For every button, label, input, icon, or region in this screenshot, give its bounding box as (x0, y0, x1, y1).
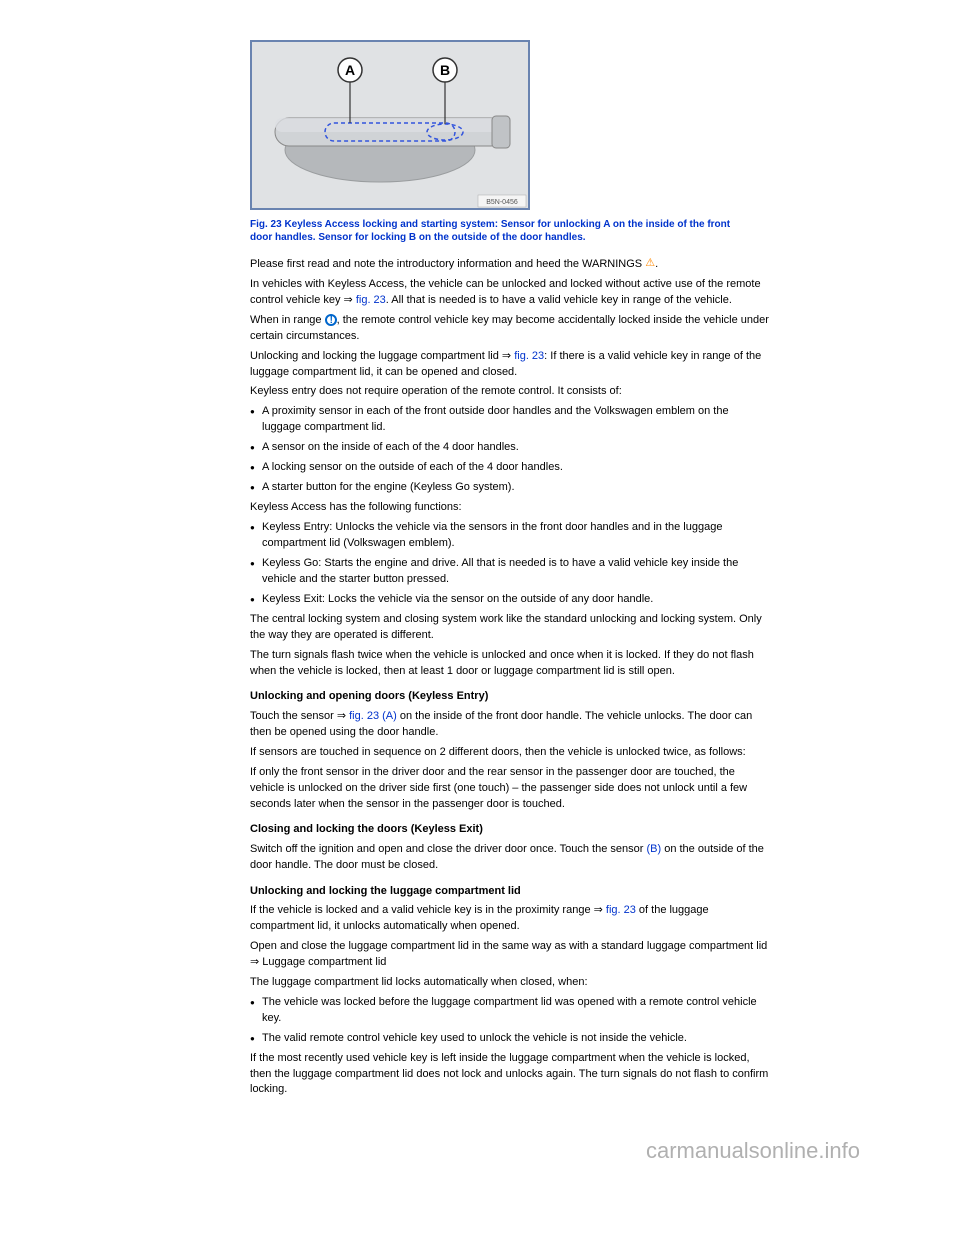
unlock-p1: Touch the sensor ⇒ fig. 23 (A) on the in… (250, 709, 770, 741)
lock-p1: Switch off the ignition and open and clo… (250, 842, 770, 874)
luggage-p1: If the vehicle is locked and a valid veh… (250, 903, 770, 935)
figure-23: A B B5N-0456 (250, 40, 860, 210)
figure-caption: Fig. 23 Keyless Access locking and start… (250, 218, 750, 244)
intro-p8: The turn signals flash twice when the ve… (250, 648, 770, 680)
intro-p5: Keyless entry does not require operation… (250, 384, 770, 400)
list-item: The valid remote control vehicle key use… (250, 1031, 770, 1047)
intro-p2: In vehicles with Keyless Access, the veh… (250, 277, 770, 309)
svg-text:A: A (345, 62, 355, 78)
door-handle-illustration: A B B5N-0456 (250, 40, 530, 210)
functions-list: Keyless Entry: Unlocks the vehicle via t… (250, 520, 860, 608)
svg-text:B: B (440, 62, 450, 78)
unlock-title: Unlocking and opening doors (Keyless Ent… (250, 689, 860, 704)
info-icon (325, 314, 337, 326)
intro-p7: The central locking system and closing s… (250, 612, 770, 644)
list-item: A sensor on the inside of each of the 4 … (250, 440, 770, 456)
fig-23-link-2[interactable]: fig. 23 (514, 350, 544, 362)
list-item: A locking sensor on the outside of each … (250, 460, 770, 476)
intro-p3-prefix: When in range (250, 314, 325, 326)
warning-icon: ⚠ (645, 256, 655, 272)
components-list: A proximity sensor in each of the front … (250, 404, 860, 496)
luggage-list: The vehicle was locked before the luggag… (250, 995, 860, 1047)
intro-section: Please first read and note the introduct… (250, 256, 860, 679)
intro-p1-suffix: . (655, 258, 658, 270)
lock-p1-a: Switch off the ignition and open and clo… (250, 843, 646, 855)
intro-p1-text: Please first read and note the introduct… (250, 258, 642, 270)
luggage-p2: Open and close the luggage compartment l… (250, 939, 770, 971)
intro-p2-b: . All that is needed is to have a valid … (386, 294, 732, 306)
footer-watermark: carmanualsonline.info (646, 1136, 860, 1167)
unlock-p1-a: Touch the sensor ⇒ (250, 710, 349, 722)
lock-section: Closing and locking the doors (Keyless E… (250, 822, 860, 873)
sensor-b-link[interactable]: (B) (646, 843, 661, 855)
luggage-title: Unlocking and locking the luggage compar… (250, 884, 860, 899)
fig-23-a-link[interactable]: fig. 23 (A) (349, 710, 397, 722)
intro-p4-a: Unlocking and locking the luggage compar… (250, 350, 514, 362)
unlock-p2: If sensors are touched in sequence on 2 … (250, 745, 770, 761)
list-item: Keyless Entry: Unlocks the vehicle via t… (250, 520, 770, 552)
svg-text:B5N-0456: B5N-0456 (486, 199, 518, 206)
intro-p6: Keyless Access has the following functio… (250, 500, 770, 516)
list-item: The vehicle was locked before the luggag… (250, 995, 770, 1027)
intro-p1: Please first read and note the introduct… (250, 256, 770, 273)
unlock-p3: If only the front sensor in the driver d… (250, 765, 770, 813)
lock-title: Closing and locking the doors (Keyless E… (250, 822, 860, 837)
luggage-p1-a: If the vehicle is locked and a valid veh… (250, 904, 606, 916)
list-item: A starter button for the engine (Keyless… (250, 480, 770, 496)
list-item: Keyless Go: Starts the engine and drive.… (250, 556, 770, 588)
fig-23-link[interactable]: fig. 23 (356, 294, 386, 306)
intro-p3: When in range , the remote control vehic… (250, 313, 770, 345)
list-item: A proximity sensor in each of the front … (250, 404, 770, 436)
fig-23-link-3[interactable]: fig. 23 (606, 904, 636, 916)
unlock-section: Unlocking and opening doors (Keyless Ent… (250, 689, 860, 812)
luggage-p4: If the most recently used vehicle key is… (250, 1051, 770, 1099)
list-item: Keyless Exit: Locks the vehicle via the … (250, 592, 770, 608)
luggage-section: Unlocking and locking the luggage compar… (250, 884, 860, 1099)
intro-p4: Unlocking and locking the luggage compar… (250, 349, 770, 381)
luggage-p3: The luggage compartment lid locks automa… (250, 975, 770, 991)
